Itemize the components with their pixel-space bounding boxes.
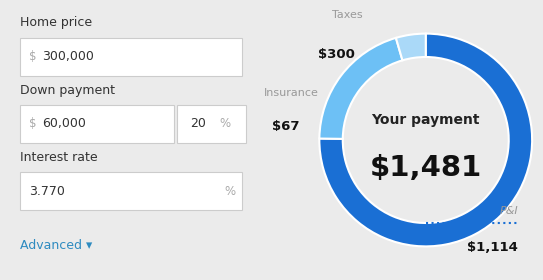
Text: P&I: P&I (500, 206, 518, 216)
Text: $1,481: $1,481 (370, 154, 482, 182)
Text: Insurance: Insurance (264, 88, 319, 98)
Text: Advanced ▾: Advanced ▾ (21, 239, 93, 252)
Text: 60,000: 60,000 (42, 117, 86, 130)
Text: 3.770: 3.770 (29, 185, 65, 198)
Wedge shape (319, 38, 402, 139)
Text: $300: $300 (318, 48, 355, 60)
Text: $: $ (29, 117, 37, 130)
Text: 20: 20 (190, 117, 206, 130)
FancyBboxPatch shape (21, 105, 174, 143)
Text: $: $ (29, 50, 37, 63)
FancyBboxPatch shape (178, 105, 247, 143)
Wedge shape (319, 34, 532, 246)
FancyBboxPatch shape (21, 172, 242, 210)
Text: Home price: Home price (21, 17, 92, 29)
Text: %: % (219, 117, 231, 130)
Text: Down payment: Down payment (21, 84, 116, 97)
Text: %: % (225, 185, 236, 198)
Wedge shape (396, 34, 426, 60)
FancyBboxPatch shape (21, 38, 242, 76)
Text: Interest rate: Interest rate (21, 151, 98, 164)
Text: $67: $67 (272, 120, 300, 133)
Text: 300,000: 300,000 (42, 50, 94, 63)
Text: $1,114: $1,114 (468, 241, 518, 254)
Text: Taxes: Taxes (332, 10, 363, 20)
Text: Your payment: Your payment (371, 113, 480, 127)
